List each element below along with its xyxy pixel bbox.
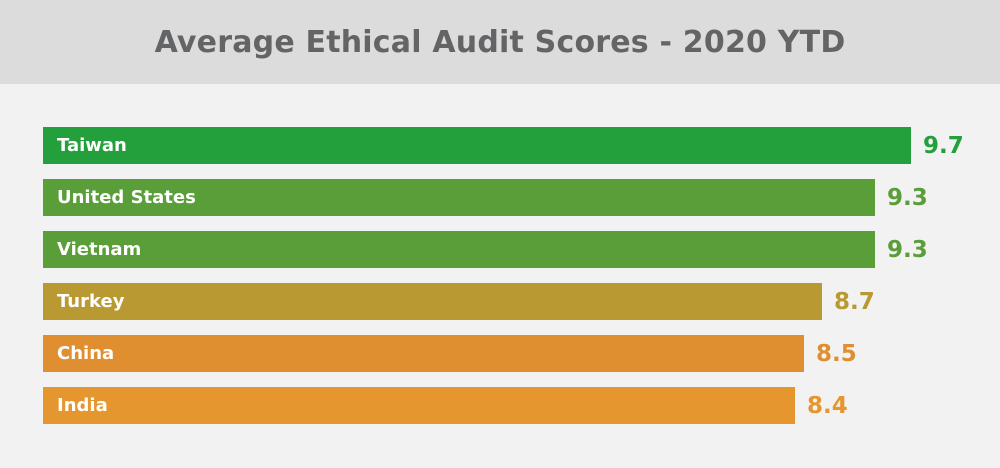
value-label: 8.5 <box>816 340 857 367</box>
chart-title: Average Ethical Audit Scores - 2020 YTD <box>154 24 846 60</box>
chart-header: Average Ethical Audit Scores - 2020 YTD <box>0 0 1000 84</box>
bar: Taiwan <box>43 127 911 164</box>
value-label: 9.7 <box>923 132 964 159</box>
value-label: 9.3 <box>887 184 928 211</box>
category-label: India <box>57 395 108 416</box>
bar: China <box>43 335 804 372</box>
category-label: Taiwan <box>57 135 127 156</box>
category-label: Vietnam <box>57 239 142 260</box>
category-label: Turkey <box>57 291 125 312</box>
value-label: 8.7 <box>834 288 875 315</box>
chart-plot-area: Taiwan 9.7 United States 9.3 Vietnam 9.3 Turke… <box>0 84 1000 468</box>
bar: Turkey <box>43 283 822 320</box>
category-label: United States <box>57 187 196 208</box>
bar-row: United States 9.3 <box>0 179 1000 216</box>
category-label: China <box>57 343 115 364</box>
bar: India <box>43 387 795 424</box>
value-label: 9.3 <box>887 236 928 263</box>
bar-row: Turkey 8.7 <box>0 283 1000 320</box>
bar: Vietnam <box>43 231 875 268</box>
bar: United States <box>43 179 875 216</box>
bar-row: India 8.4 <box>0 387 1000 424</box>
value-label: 8.4 <box>807 392 848 419</box>
bar-row: Taiwan 9.7 <box>0 127 1000 164</box>
bar-row: Vietnam 9.3 <box>0 231 1000 268</box>
bar-row: China 8.5 <box>0 335 1000 372</box>
